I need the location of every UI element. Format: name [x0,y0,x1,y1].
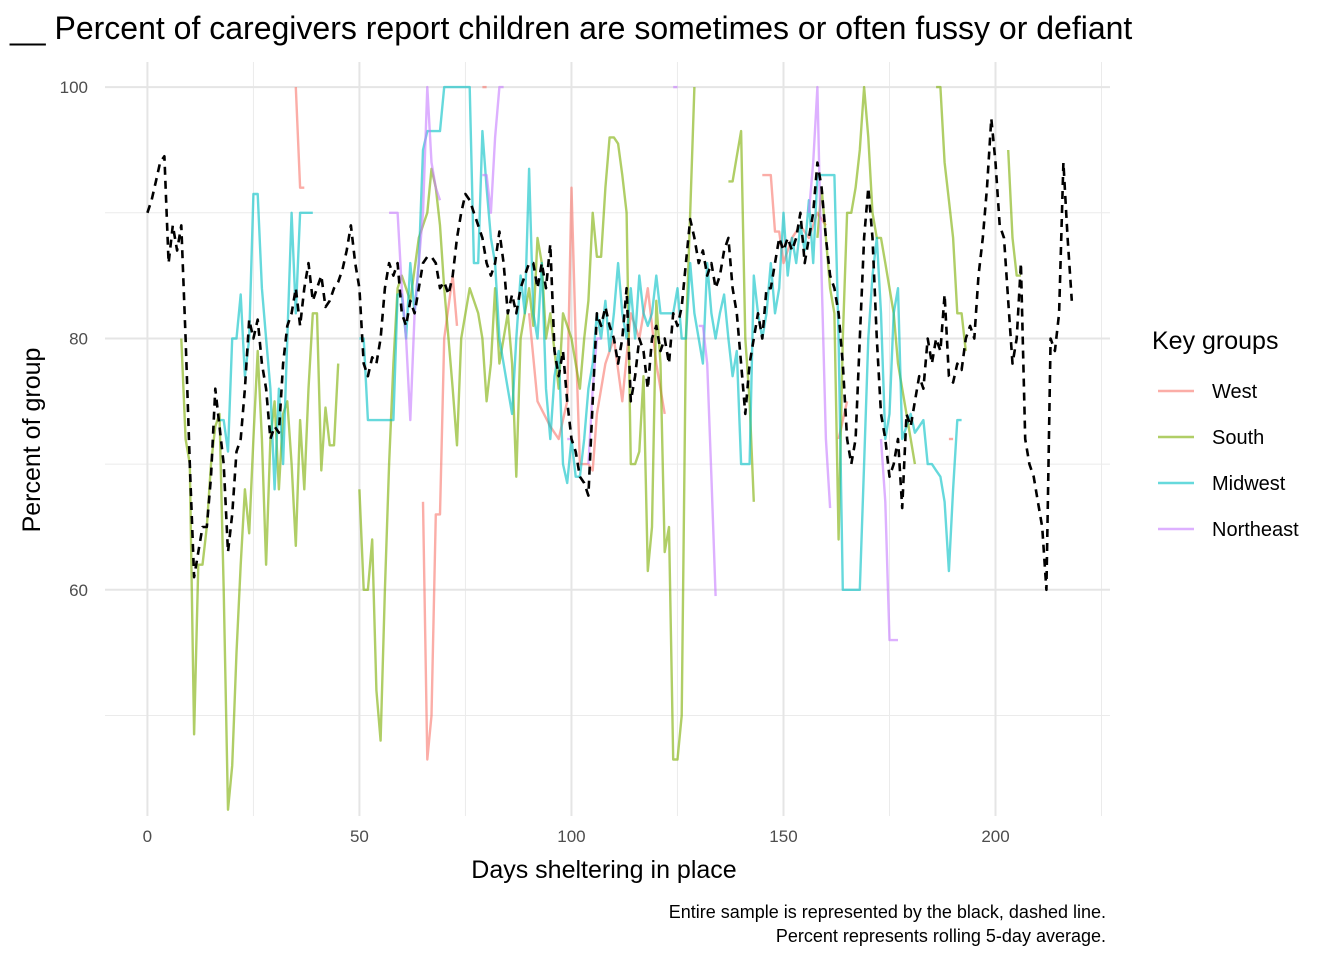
x-tick-labels: 0 50 100 150 200 [143,827,1010,846]
legend-label-west: West [1212,381,1258,403]
x-tick-label: 100 [557,827,585,846]
series-line-west [762,173,827,265]
x-tick-label: 50 [350,827,369,846]
series-line-northeast [389,85,442,422]
legend-title: Key groups [1152,327,1278,355]
legend-label-midwest: Midwest [1212,473,1286,495]
chart-title: __ Percent of caregivers report children… [9,10,1132,46]
series-line-south [936,85,967,352]
series-line-entire-sample [146,117,1074,592]
y-tick-label: 60 [69,581,88,600]
series-line-northeast [807,85,832,509]
series-line-south [1007,149,1021,277]
legend-label-northeast: Northeast [1212,519,1299,541]
series-line-south [728,129,755,502]
series-line-northeast [879,438,898,642]
series-line-midwest [219,192,313,491]
legend: Key groups West South Midwest Northeast [1152,327,1299,541]
series-layer [146,85,1074,811]
y-tick-label: 80 [69,329,88,348]
caption-line-2: Percent represents rolling 5-day average… [776,926,1106,946]
series-line-northeast [698,324,717,597]
x-axis-title: Days sheltering in place [471,856,736,884]
x-tick-label: 200 [981,827,1009,846]
series-line-south [816,85,917,541]
series-line-west [421,274,459,761]
series-line-northeast [482,85,504,215]
x-tick-label: 150 [769,827,797,846]
series-line-south [180,312,340,811]
series-line-west [294,87,305,189]
x-tick-label: 0 [143,827,152,846]
series-line-south [358,87,696,761]
y-axis-title: Percent of group [18,348,46,533]
y-tick-label: 100 [60,78,88,97]
y-tick-labels: 60 80 100 [60,78,88,600]
series-line-midwest [359,85,962,591]
legend-label-south: South [1212,427,1264,449]
caption-line-1: Entire sample is represented by the blac… [669,902,1106,922]
